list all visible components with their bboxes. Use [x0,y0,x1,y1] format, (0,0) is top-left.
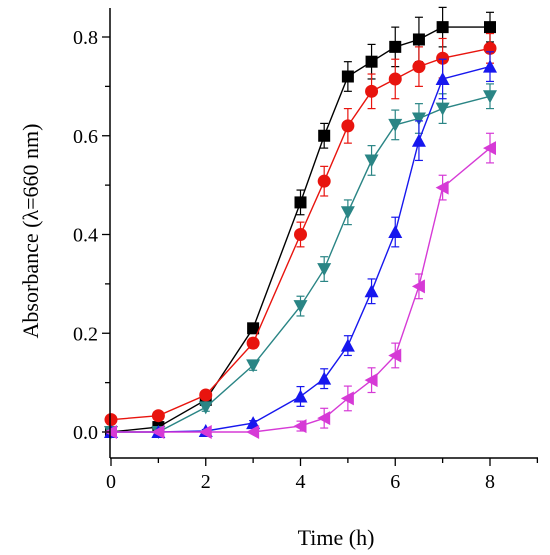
data-point [388,118,403,132]
data-point [246,425,260,439]
data-point [199,388,213,402]
data-point [340,206,355,220]
y-tick-label: 0.2 [73,323,98,345]
x-axis-title: Time (h) [298,525,375,550]
data-point [483,141,496,156]
y-tick-label: 0.6 [73,126,98,148]
data-point [436,21,449,34]
data-point [294,228,307,241]
x-tick-label: 8 [485,471,495,493]
data-point [294,196,307,209]
series-3 [104,83,497,439]
x-tick-label: 4 [296,471,306,493]
y-tick-label: 0.4 [73,225,98,247]
data-point [411,279,425,294]
series-line [111,147,491,433]
data-point [388,348,402,363]
data-point [365,55,378,68]
data-point [412,60,426,74]
data-point [436,51,450,65]
x-axis: 0 2 4 6 8 [106,457,539,493]
data-point [340,338,355,352]
x-tick-label: 6 [390,471,400,493]
x-tick-label: 0 [106,471,116,493]
data-point [293,300,308,314]
data-point [388,225,403,239]
data-point [388,72,402,86]
data-point [411,112,426,126]
series-line [111,65,491,433]
data-point [198,401,213,415]
data-point [151,425,165,439]
data-point [198,425,212,439]
series-2 [104,32,497,427]
data-point [411,133,426,147]
data-point [246,359,261,373]
data-point [246,336,260,350]
series-line [111,95,491,433]
data-point [341,119,355,133]
data-point [317,411,331,426]
data-point [364,154,379,168]
data-point [317,371,332,385]
data-point [341,70,354,83]
data-point [317,174,331,188]
data-point [247,322,260,335]
data-point [483,90,497,104]
data-point [365,84,379,98]
y-tick-label: 0.0 [73,422,98,444]
series-5 [104,132,496,439]
data-point [104,413,118,427]
plot-area [104,6,497,439]
data-point [246,416,261,430]
data-point [293,389,308,403]
y-axis: 0.0 0.2 0.4 0.6 0.8 [73,8,111,458]
data-point [389,40,402,53]
data-point [293,419,307,434]
x-tick-label: 2 [201,471,211,493]
data-point [340,391,354,406]
y-tick-label: 0.8 [73,27,98,49]
data-point [483,59,497,73]
data-point [151,409,165,423]
data-point [317,263,332,277]
y-axis-title: Absorbance (λ=660 nm) [18,124,43,339]
data-point [435,180,449,195]
data-point [318,129,331,142]
data-point [364,373,378,388]
data-point [435,71,450,85]
data-point [412,33,425,46]
data-point [435,102,450,116]
data-point [484,21,496,34]
data-point [364,284,379,298]
